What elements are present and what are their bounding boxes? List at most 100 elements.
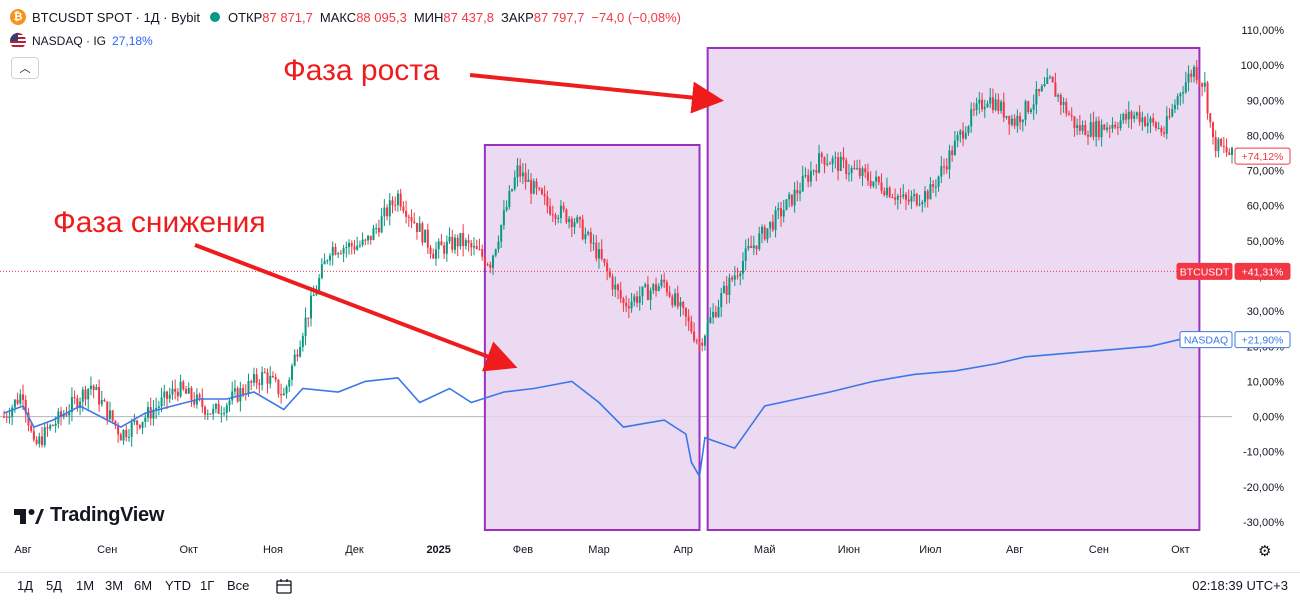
compare-legend[interactable]: NASDAQ · IG 27,18% — [10, 33, 153, 49]
btc-candle-body — [557, 218, 560, 220]
btc-candle-body — [168, 394, 171, 399]
gear-icon[interactable]: ⚙ — [1258, 543, 1272, 560]
btc-candle-body — [502, 210, 505, 226]
chart-canvas[interactable]: 110,00% 100,00% 90,00% 80,00% 70,00% 60,00% 50… — [0, 0, 1300, 572]
btc-candle-body — [785, 199, 788, 211]
timeframe-ytd[interactable]: YTD — [165, 578, 191, 593]
btc-candle-body — [1119, 120, 1122, 129]
btc-candle-body — [339, 253, 342, 255]
btc-candle-body — [415, 222, 418, 232]
btc-candle-body — [1195, 66, 1198, 81]
btc-candle-body — [540, 188, 543, 195]
btc-candle-body — [915, 194, 918, 205]
btc-candle-body — [1192, 66, 1195, 77]
btc-candle-body — [434, 249, 437, 259]
btc-candle-body — [1029, 109, 1032, 113]
timeframe-1y[interactable]: 1Г — [200, 578, 215, 593]
btc-candle-body — [807, 175, 810, 182]
btc-candle-body — [81, 389, 84, 402]
btc-candle-body — [369, 235, 372, 240]
btc-candle-body — [301, 335, 304, 347]
btc-candle-body — [695, 340, 698, 342]
btc-candle-body — [894, 197, 897, 200]
btc-candle-body — [910, 196, 913, 202]
btc-candle-body — [1010, 118, 1013, 125]
btc-candle-body — [277, 379, 280, 394]
btc-candle-body — [652, 284, 655, 291]
btc-candle-body — [1171, 109, 1174, 117]
btc-candle-body — [127, 436, 130, 438]
btc-candle-body — [929, 184, 932, 200]
btc-candle-body — [394, 204, 397, 206]
symbol-title[interactable]: BTCUSDT SPOT · 1Д · Bybit — [32, 9, 200, 25]
btc-candle-body — [144, 417, 147, 422]
btc-candle-body — [1108, 127, 1111, 129]
btc-candle-body — [1228, 152, 1231, 156]
btc-candle-body — [1190, 73, 1193, 77]
btc-candle-body — [473, 246, 476, 248]
timeframe-5d[interactable]: 5Д — [46, 578, 63, 593]
price-tick-label: 60,00% — [1247, 201, 1285, 213]
btc-candle-body — [451, 236, 454, 250]
btc-candle-body — [1032, 104, 1035, 110]
btc-candle-body — [891, 197, 894, 199]
btc-candle-body — [492, 255, 495, 268]
btc-candle-body — [847, 173, 850, 175]
time-tick-label: Сен — [97, 544, 117, 556]
btc-candle-body — [190, 387, 193, 400]
time-tick-label: Апр — [673, 544, 692, 556]
btc-candle-body — [1220, 138, 1223, 146]
btc-candle-body — [1024, 101, 1027, 120]
btc-candle-body — [459, 232, 462, 247]
btc-candle-body — [440, 241, 443, 246]
btc-candle-body — [530, 179, 533, 194]
btc-candle-body — [622, 298, 625, 303]
btc-candle-body — [171, 388, 174, 395]
price-tick-label: 90,00% — [1247, 95, 1285, 107]
compare-symbol[interactable]: NASDAQ · IG — [32, 34, 107, 48]
btc-candle-body — [76, 398, 79, 408]
arrow-growth — [469, 73, 724, 114]
btc-candle-body — [185, 389, 188, 394]
time-tick-label: Ноя — [263, 544, 283, 556]
btc-candle-body — [155, 407, 158, 410]
price-tick-label: -20,00% — [1243, 482, 1284, 494]
btc-candle-body — [777, 208, 780, 211]
timeframe-6m[interactable]: 6М — [134, 578, 153, 593]
timeframe-1m[interactable]: 1М — [76, 578, 95, 593]
btc-candle-body — [358, 244, 361, 246]
btc-candle-body — [994, 99, 997, 111]
main-legend[interactable]: ₿ BTCUSDT SPOT · 1Д · Bybit ОТКР 87 871,… — [10, 9, 688, 25]
btc-candle-body — [617, 284, 619, 291]
btc-candle-body — [858, 168, 861, 177]
btc-candle-body — [375, 228, 378, 230]
btc-candle-body — [49, 425, 52, 429]
tradingview-logo[interactable]: TradingView — [14, 504, 164, 527]
btc-candle-body — [872, 181, 875, 187]
btc-candle-body — [883, 190, 886, 196]
btc-candle-body — [261, 372, 264, 385]
btc-candle-body — [1043, 83, 1046, 87]
btc-candle-body — [456, 237, 459, 247]
btc-candle-body — [975, 103, 978, 110]
timeframe-3m[interactable]: 3М — [105, 578, 124, 593]
collapse-legend-button[interactable]: ︿ — [11, 57, 39, 79]
timeframe-all[interactable]: Все — [227, 578, 250, 593]
high-value: 88 095,3 — [356, 9, 407, 25]
bottom-toolbar: 1Д 5Д 1М 3М 6М YTD 1Г Все 02:18:39 UTC+3 — [0, 572, 1300, 601]
btc-candle-body — [674, 293, 677, 306]
btc-candle-body — [741, 260, 744, 274]
btc-candle-body — [657, 286, 660, 291]
btc-candle-body — [690, 321, 693, 332]
calendar-range-icon[interactable] — [274, 577, 294, 597]
btc-candle-body — [1141, 117, 1144, 123]
btc-candle-body — [535, 181, 538, 188]
btc-candle-body — [377, 228, 380, 233]
timeframe-1d[interactable]: 1Д — [17, 578, 34, 593]
btc-candle-body — [956, 134, 959, 141]
btc-candle-body — [8, 416, 11, 418]
btc-candle-body — [421, 223, 424, 243]
btc-candle-body — [204, 406, 207, 415]
btc-candle-body — [388, 200, 391, 217]
btc-candle-body — [546, 196, 549, 207]
